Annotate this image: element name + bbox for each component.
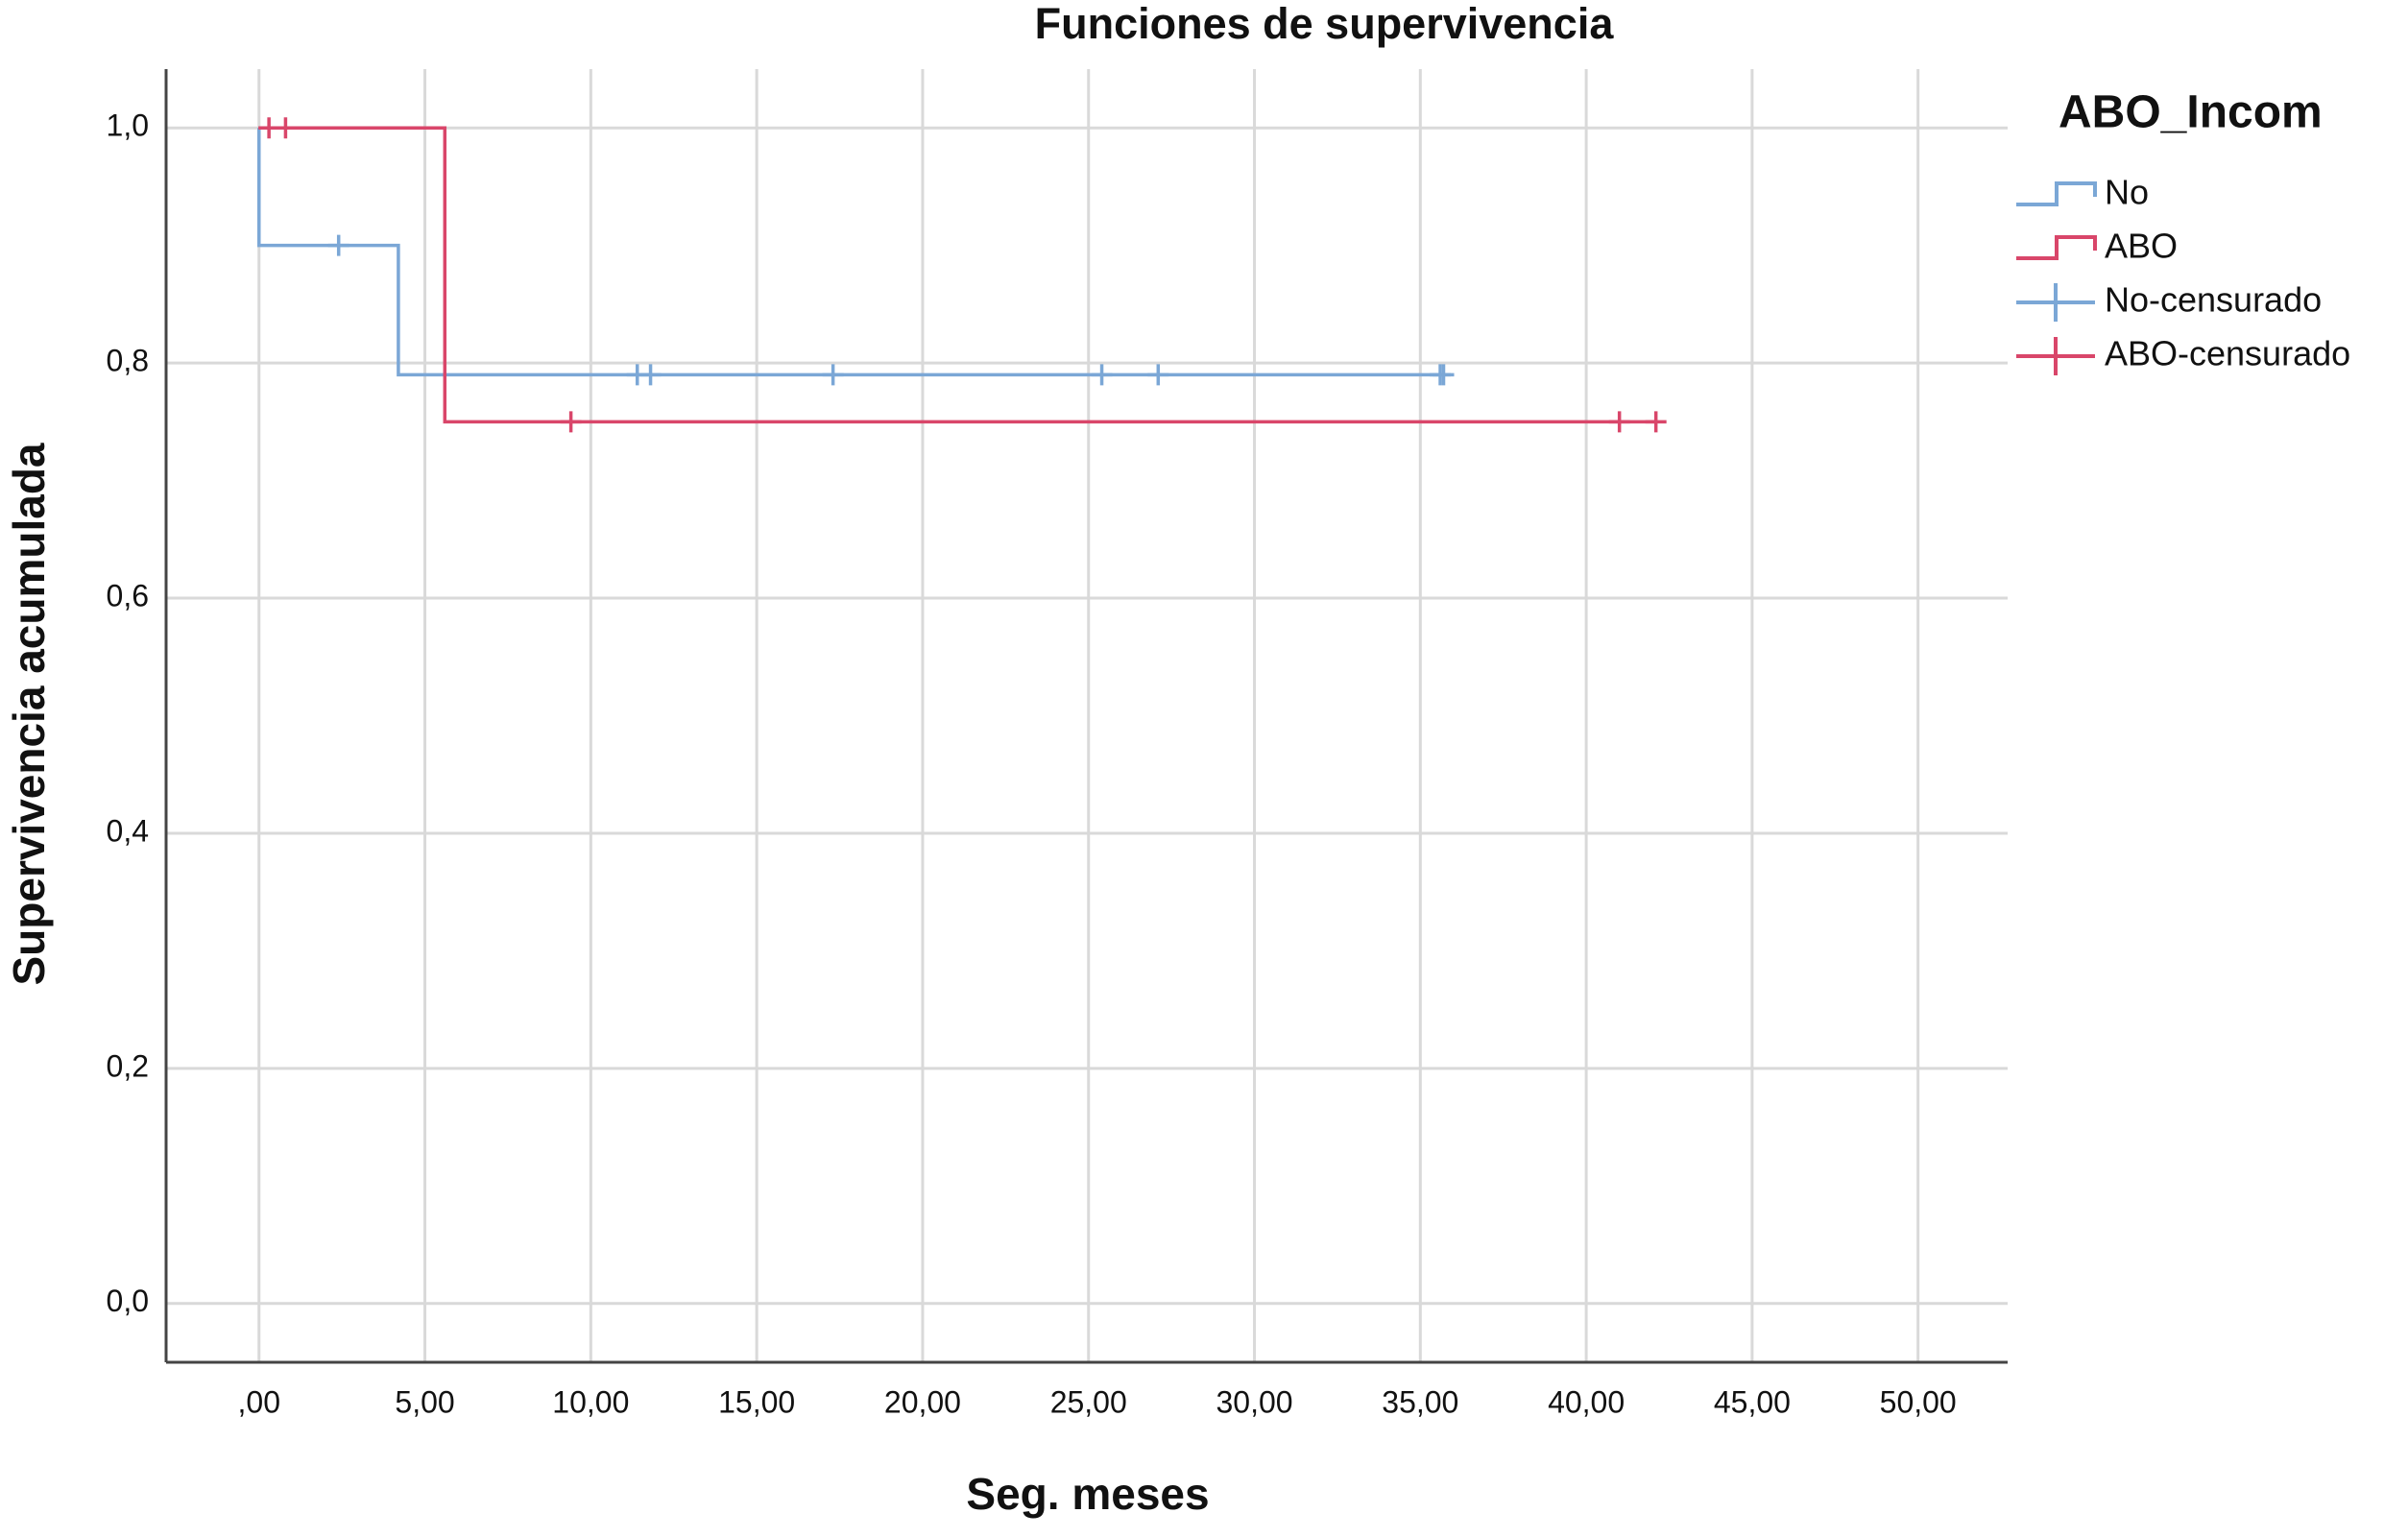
censor-mark (1147, 364, 1169, 386)
legend-label: No-censurado (2105, 280, 2322, 320)
legend-label: ABO-censurado (2105, 334, 2350, 373)
legend-swatch (2016, 235, 2097, 260)
legend-label: No (2105, 173, 2149, 212)
survival-curve (258, 126, 1656, 424)
y-tick-label: 0,0 (107, 1284, 149, 1318)
x-tick-label: 20,00 (884, 1384, 961, 1419)
censor-mark (1433, 364, 1455, 386)
x-tick-label: 35,00 (1382, 1384, 1458, 1419)
y-axis-label: Supervivencia acumulada (4, 443, 54, 985)
x-axis-label: Seg. meses (966, 1469, 1209, 1519)
y-tick-label: 0,6 (107, 578, 149, 612)
y-tick-label: 0,8 (107, 344, 149, 378)
y-tick-label: 1,0 (107, 108, 149, 143)
x-tick-label: 15,00 (718, 1384, 795, 1419)
legend-title: ABO_Incom (2059, 87, 2323, 138)
x-tick-label: 10,00 (552, 1384, 629, 1419)
legend-swatch (2016, 181, 2097, 206)
censor-mark (1091, 364, 1113, 386)
censor-mark (1645, 411, 1667, 433)
censor-mark (275, 117, 297, 139)
censor-mark (560, 411, 582, 433)
y-tick-label: 0,4 (107, 813, 149, 848)
legend-swatch (2016, 337, 2095, 375)
x-tick-label: 30,00 (1216, 1384, 1292, 1419)
x-tick-label: 25,00 (1050, 1384, 1127, 1419)
x-tick-label: 45,00 (1714, 1384, 1791, 1419)
x-tick-label: 5,00 (395, 1384, 454, 1419)
censor-mark (639, 364, 662, 386)
censor-mark (327, 234, 349, 256)
legend-swatch (2016, 283, 2095, 322)
x-tick-label: 40,00 (1548, 1384, 1625, 1419)
x-tick-label: ,00 (238, 1384, 280, 1419)
chart-title: Funciones de supervivencia (1035, 0, 1615, 48)
censor-mark (822, 364, 844, 386)
survival-curve (257, 128, 1444, 377)
y-tick-label: 0,2 (107, 1048, 149, 1083)
x-tick-label: 50,00 (1880, 1384, 1957, 1419)
censor-mark (1608, 411, 1630, 433)
legend-label: ABO (2105, 227, 2178, 266)
